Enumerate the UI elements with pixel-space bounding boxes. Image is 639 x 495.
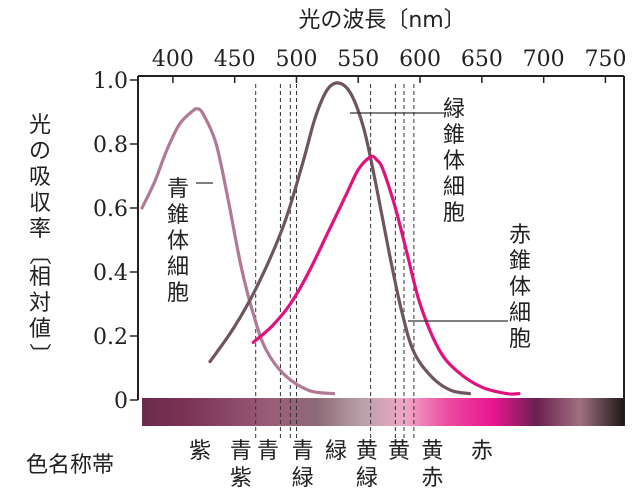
red-cone-label-char: 細 bbox=[509, 301, 531, 326]
blue-cone-curve bbox=[140, 107, 336, 396]
band-top-2: 青 bbox=[257, 439, 279, 464]
y-label-char: 率 bbox=[29, 217, 51, 242]
absorption-curves bbox=[140, 81, 521, 396]
y-label-char: 〔 bbox=[26, 243, 51, 265]
y-label-char: 相 bbox=[29, 265, 51, 290]
green-cone-label-char: 錐 bbox=[443, 123, 465, 148]
x-tick-label-500: 500 bbox=[275, 47, 317, 72]
band-top-4: 緑 bbox=[325, 439, 347, 464]
band-top-8: 赤 bbox=[471, 439, 493, 464]
y-tick-label-0.4: 0.4 bbox=[93, 261, 128, 286]
y-tick-label-0.8: 0.8 bbox=[93, 133, 128, 158]
band-top-1: 青 bbox=[230, 439, 252, 464]
green-cone-label-char: 緑 bbox=[443, 97, 465, 122]
band-bottom-5: 緑 bbox=[356, 466, 378, 491]
x-tick-label-450: 450 bbox=[214, 47, 256, 72]
green-cone-curve bbox=[208, 81, 472, 396]
band-top-7: 黄 bbox=[421, 439, 443, 464]
y-label-char: 対 bbox=[29, 291, 51, 316]
x-tick-label-400: 400 bbox=[152, 47, 194, 72]
band-top-6: 黄 bbox=[388, 439, 410, 464]
blue-cone-label-char: 細 bbox=[167, 255, 189, 280]
red-cone-label-char: 錐 bbox=[509, 249, 531, 274]
band-label: 色名称帯 bbox=[26, 453, 114, 478]
chart-title: 光の波長〔nm〕 bbox=[298, 8, 465, 33]
y-label-char: 吸 bbox=[29, 165, 51, 190]
y-label-char: の bbox=[29, 139, 51, 164]
green-cone-label-char: 胞 bbox=[443, 201, 465, 226]
y-label-char: 光 bbox=[29, 113, 51, 138]
y-tick-label-0.2: 0.2 bbox=[93, 325, 128, 350]
color-band-labels: 紫青紫青 青緑緑 黄緑黄 黄赤赤 bbox=[189, 439, 493, 491]
band-bottom-3: 緑 bbox=[292, 466, 314, 491]
spectrum-bar bbox=[142, 398, 624, 426]
y-tick-label-1.0: 1.0 bbox=[93, 69, 128, 94]
blue-cone-label-char: 錐 bbox=[167, 203, 189, 228]
y-label-char: 収 bbox=[29, 191, 51, 216]
band-bottom-7: 赤 bbox=[421, 466, 443, 491]
y-label-char: 値 bbox=[29, 317, 51, 342]
green-cone-label-char: 細 bbox=[443, 175, 465, 200]
band-boundaries bbox=[255, 84, 415, 438]
y-tick-label-0.6: 0.6 bbox=[93, 197, 128, 222]
y-tick-labels: 0 0.2 0.4 0.6 0.8 1.0 bbox=[93, 69, 138, 414]
blue-cone-label-char: 青 bbox=[167, 177, 189, 202]
x-tick-label-750: 750 bbox=[584, 47, 626, 72]
x-tick-label-700: 700 bbox=[523, 47, 565, 72]
band-top-5: 黄 bbox=[356, 439, 378, 464]
red-cone-label-char: 赤 bbox=[509, 223, 531, 248]
y-label-char: 〕 bbox=[26, 343, 51, 365]
y-tick-label-0: 0 bbox=[114, 389, 128, 414]
x-tick-label-550: 550 bbox=[337, 47, 379, 72]
blue-cone-label-char: 体 bbox=[167, 229, 189, 254]
band-top-0: 紫 bbox=[189, 439, 211, 464]
x-tick-labels: 400 450 500 550 600 650 700 750 bbox=[152, 47, 626, 83]
x-tick-label-600: 600 bbox=[399, 47, 441, 72]
blue-cone-label-char: 胞 bbox=[167, 281, 189, 306]
red-cone-curve bbox=[251, 154, 521, 396]
red-cone-label-char: 胞 bbox=[509, 327, 531, 352]
green-cone-label-char: 体 bbox=[443, 149, 465, 174]
band-top-3: 青 bbox=[292, 439, 314, 464]
x-tick-label-650: 650 bbox=[461, 47, 503, 72]
band-bottom-1: 紫 bbox=[230, 466, 252, 491]
red-cone-label-char: 体 bbox=[509, 275, 531, 300]
